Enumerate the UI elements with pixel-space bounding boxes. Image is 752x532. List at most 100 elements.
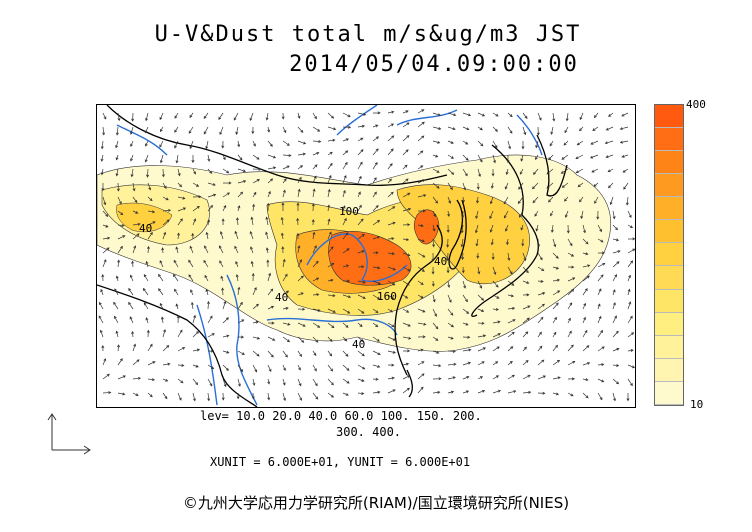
wind-vector (222, 350, 230, 354)
wind-vector (372, 191, 377, 198)
wind-vector (162, 231, 167, 240)
wind-vector (577, 182, 584, 188)
wind-vector (177, 207, 187, 212)
wind-vector (522, 305, 531, 310)
wind-vector (207, 315, 213, 324)
wind-vector (251, 392, 255, 400)
wind-vector (327, 126, 337, 131)
wind-vector (402, 164, 408, 170)
wind-vector (222, 317, 229, 324)
wind-vector (297, 245, 301, 254)
wind-vector (575, 154, 584, 160)
wind-vector (143, 274, 149, 282)
wind-vector (282, 189, 286, 198)
wind-vector (432, 182, 440, 189)
wind-vector (158, 288, 164, 296)
wind-vector (267, 154, 277, 159)
wind-vector (580, 210, 584, 220)
wind-vector (432, 294, 436, 303)
wind-vector (492, 154, 496, 164)
wind-vector (222, 181, 232, 185)
wind-vector (402, 178, 409, 184)
wind-vector (477, 294, 485, 301)
wind-vector (174, 140, 179, 149)
wind-vector (357, 234, 365, 240)
wind-vector (582, 345, 590, 352)
wind-vector (176, 315, 180, 324)
wind-vector (192, 205, 200, 212)
wind-vector (522, 280, 530, 284)
wind-vector (462, 154, 469, 161)
wind-vector (552, 376, 561, 380)
wind-vector (267, 350, 274, 358)
wind-vector (252, 191, 257, 198)
wind-vector (372, 235, 381, 240)
wind-vector (237, 140, 241, 148)
wind-vector (162, 392, 168, 400)
wind-vector (145, 112, 149, 122)
wind-vector (252, 203, 256, 212)
wind-vector (357, 364, 366, 370)
wind-vector (506, 238, 509, 246)
wind-vector (612, 289, 616, 296)
wind-vector (372, 308, 379, 314)
wind-vector (312, 260, 319, 268)
wind-vector (552, 290, 561, 296)
wind-vector (446, 266, 450, 274)
wind-vector (477, 361, 485, 366)
wind-vector (297, 259, 302, 268)
wind-vector (297, 292, 304, 296)
wind-vector (162, 196, 169, 201)
wind-vector (492, 346, 500, 352)
contour-labels: 40 40 40 40 160 100 (139, 205, 447, 351)
wind-vector (203, 126, 209, 135)
wind-vector (102, 358, 107, 366)
wind-vector (522, 293, 530, 297)
wind-vector (447, 196, 452, 204)
wind-vector (218, 245, 224, 254)
wind-vector (537, 316, 544, 324)
wind-vector (327, 188, 331, 198)
wind-vector (327, 204, 331, 212)
wind-vector (492, 280, 499, 288)
legend-band (655, 151, 683, 175)
wind-vector (177, 218, 183, 226)
wind-vector (327, 392, 334, 398)
wind-vector (192, 182, 200, 187)
wind-vector (604, 140, 614, 145)
wind-vector (342, 350, 349, 357)
wind-vector (113, 301, 119, 310)
wind-vector (265, 231, 269, 240)
wind-vector (417, 266, 425, 272)
wind-vector (597, 303, 601, 310)
wind-vector (492, 333, 501, 338)
wind-vector (357, 175, 362, 184)
wind-vector (582, 362, 591, 366)
wind-vector (432, 196, 438, 204)
wind-vector (297, 336, 305, 343)
wind-vector (579, 112, 584, 121)
wind-vector (402, 238, 410, 242)
wind-vector (251, 126, 255, 135)
wind-vector (552, 112, 556, 122)
wind-vector (101, 273, 105, 282)
wind-vector (417, 209, 426, 213)
wind-vector (474, 224, 479, 234)
wind-vector (567, 288, 575, 296)
wind-vector (312, 245, 317, 254)
wind-vector (146, 329, 150, 338)
wind-vector (432, 154, 439, 158)
wind-vector (627, 332, 635, 338)
wind-vector (147, 361, 156, 366)
wind-vector (462, 322, 469, 326)
wind-vector (342, 264, 350, 268)
wind-vector (627, 348, 634, 352)
wind-vector (312, 164, 318, 170)
wind-vector (521, 140, 525, 150)
wind-vector (235, 126, 239, 135)
wind-vector (402, 280, 410, 286)
wind-vector (177, 329, 183, 338)
wind-vector (475, 238, 479, 247)
wind-vector (267, 305, 275, 310)
wind-vector (520, 154, 524, 162)
